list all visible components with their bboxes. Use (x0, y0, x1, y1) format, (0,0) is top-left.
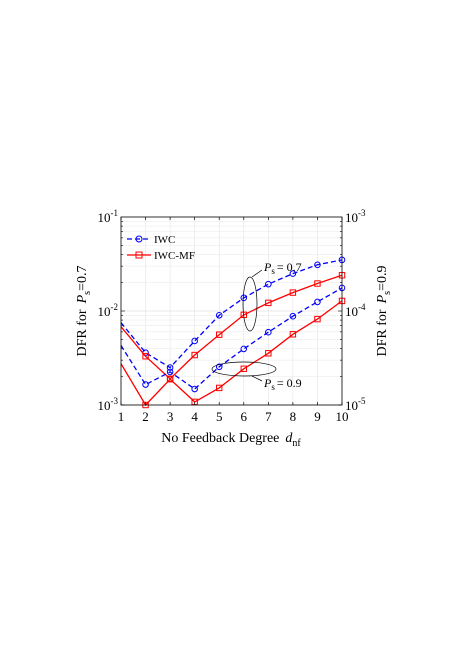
series-1-point-1 (142, 353, 149, 360)
x-tick-label-1: 2 (142, 409, 149, 424)
series-2-point-7 (289, 312, 297, 320)
y-axis-left-label: DFR forPs=0.7 (75, 266, 93, 357)
y-left-tick-label-1: 10-2 (98, 302, 119, 319)
annotation-leader-ps09 (251, 375, 263, 382)
series-1-point-3 (191, 351, 198, 359)
y-axis-right-label: DFR forPs=0.9 (375, 266, 393, 357)
series-2-point-3 (191, 385, 198, 393)
annotation-ellipse-ps07 (242, 276, 258, 332)
x-tick-label-2: 3 (167, 409, 174, 424)
x-tick-label-0: 1 (118, 409, 125, 424)
x-tick-label-3: 4 (191, 409, 198, 424)
series-0-point-2 (166, 364, 174, 371)
annotation-ps07: Ps = 0.7 (242, 260, 302, 332)
series-3-point-8 (314, 315, 321, 323)
series-0-point-3 (191, 337, 198, 345)
annotation-ellipse-ps09 (211, 361, 277, 377)
legend: IWC IWC-MF (127, 234, 195, 262)
x-tick-label-7: 8 (290, 409, 297, 424)
x-axis-label: No Feedback Degree dnf (161, 431, 301, 449)
series-1-point-6 (265, 299, 272, 307)
series-line-0 (120, 259, 343, 369)
annotation-leader-ps07 (251, 269, 263, 278)
axis-ticks (120, 217, 343, 406)
series-0-point-5 (240, 294, 248, 302)
y-right-tick-label-1: 10-4 (345, 302, 366, 319)
series-3-point-7 (289, 331, 297, 338)
x-tick-label-6: 7 (265, 409, 272, 424)
series-0-point-8 (314, 261, 321, 269)
series-0-point-6 (265, 280, 272, 288)
annotation-ps07-label: Ps = 0.7 (263, 260, 302, 276)
series-2-point-5 (240, 345, 248, 353)
series-layer (120, 256, 346, 409)
annotation-ps09-label: Ps = 0.9 (263, 376, 302, 392)
legend-marker-iwc (135, 235, 143, 243)
series-3-point-2 (166, 376, 174, 383)
y-left-tick-label-2: 10-3 (98, 396, 119, 413)
y-right-tick-label-0: 10-3 (345, 208, 366, 225)
series-2-point-8 (314, 298, 321, 306)
series-line-3 (120, 300, 343, 407)
series-2-point-4 (215, 363, 223, 371)
x-tick-label-8: 9 (314, 409, 321, 424)
series-0-point-7 (289, 270, 297, 277)
series-2-point-6 (265, 328, 272, 336)
series-3-point-4 (216, 384, 223, 392)
series-3-point-5 (240, 365, 247, 372)
series-1-point-7 (289, 289, 297, 296)
annotation-ps09: Ps = 0.9 (211, 361, 302, 392)
legend-marker-iwcmf (135, 251, 143, 259)
series-0-point-4 (215, 312, 223, 319)
x-tick-label-9: 10 (336, 409, 349, 424)
y-left-tick-label-0: 10-1 (98, 208, 119, 225)
y-right-tick-label-2: 10-5 (345, 396, 366, 413)
x-tick-label-5: 6 (241, 409, 248, 424)
series-line-2 (120, 287, 343, 390)
x-tick-label-4: 5 (216, 409, 223, 424)
series-2-point-1 (142, 381, 149, 388)
series-1-point-4 (216, 331, 223, 338)
series-line-1 (120, 274, 343, 380)
legend-label-iwc: IWC (154, 234, 175, 246)
series-3-point-6 (265, 350, 272, 357)
tick-labels: 1 2 3 4 5 6 7 8 9 10 10-1 10-2 10-3 10-3 10-4 10-5 (98, 208, 366, 424)
series-1-point-8 (314, 280, 321, 287)
series-2-point-2 (166, 368, 174, 376)
legend-label-iwcmf: IWC-MF (154, 250, 195, 262)
